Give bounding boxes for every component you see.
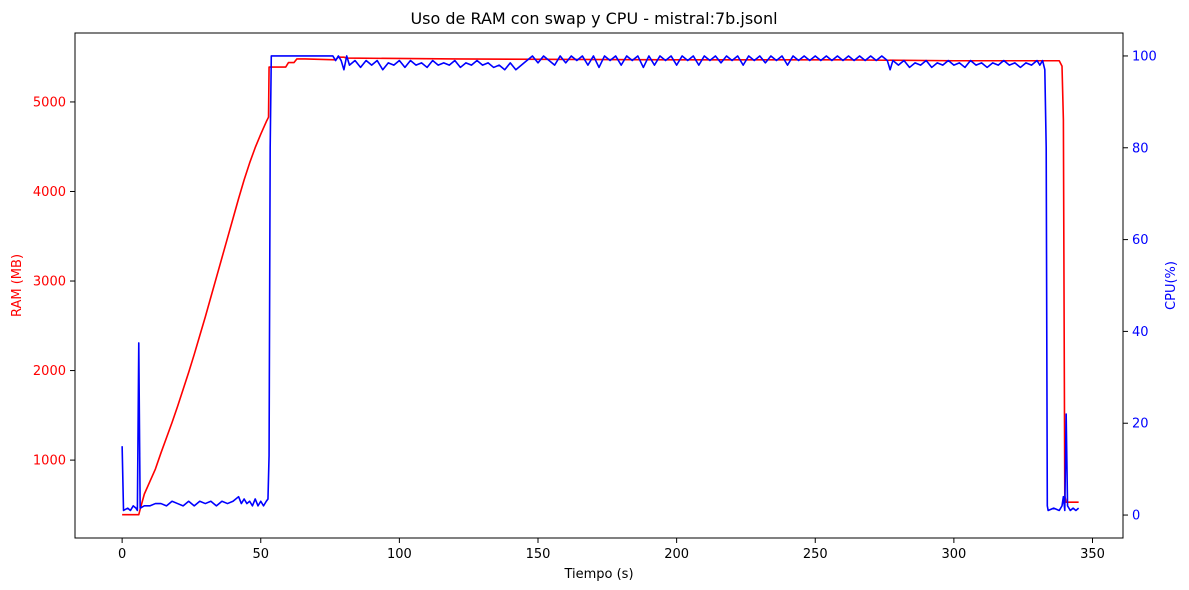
y2-axis-title: CPU(%) bbox=[1164, 261, 1179, 310]
chart-title: Uso de RAM con swap y CPU - mistral:7b.j… bbox=[410, 9, 777, 28]
y2-tick-label: 80 bbox=[1132, 141, 1149, 156]
y-tick-label: 1000 bbox=[33, 454, 66, 469]
y2-tick-label: 100 bbox=[1132, 49, 1157, 64]
x-tick-label: 250 bbox=[803, 547, 828, 562]
y-axis-title: RAM (MB) bbox=[10, 254, 25, 317]
x-axis: 0 50 100 150 200 250 300 350 bbox=[118, 538, 1105, 562]
x-tick-label: 100 bbox=[387, 547, 412, 562]
y-tick-label: 5000 bbox=[33, 95, 66, 110]
x-tick-label: 0 bbox=[118, 547, 126, 562]
x-tick-label: 150 bbox=[526, 547, 551, 562]
x-tick-label: 350 bbox=[1080, 547, 1105, 562]
left-axis: 1000 2000 3000 4000 5000 bbox=[33, 95, 75, 469]
x-tick-label: 300 bbox=[941, 547, 966, 562]
y-tick-label: 2000 bbox=[33, 364, 66, 379]
cpu-series-line bbox=[121, 55, 1080, 512]
y2-tick-label: 0 bbox=[1132, 509, 1140, 524]
x-tick-label: 50 bbox=[252, 547, 269, 562]
y2-tick-label: 60 bbox=[1132, 233, 1149, 248]
right-axis: 0 20 40 60 80 100 bbox=[1123, 49, 1157, 524]
y-tick-label: 3000 bbox=[33, 275, 66, 290]
y2-tick-label: 20 bbox=[1132, 417, 1149, 432]
x-axis-title: Tiempo (s) bbox=[563, 567, 633, 582]
plot-frame bbox=[74, 32, 1124, 539]
y-tick-label: 4000 bbox=[33, 185, 66, 200]
plot-area bbox=[121, 55, 1080, 516]
x-tick-label: 200 bbox=[664, 547, 689, 562]
y2-tick-label: 40 bbox=[1132, 325, 1149, 340]
ram-series-line bbox=[122, 56, 1079, 516]
